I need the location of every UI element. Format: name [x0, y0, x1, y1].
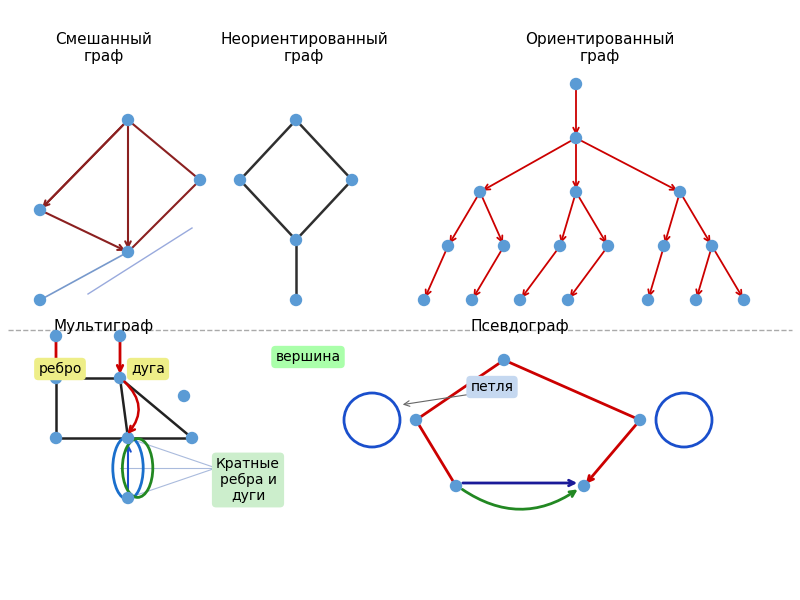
Text: Кратные
ребра и
дуги: Кратные ребра и дуги [216, 457, 280, 503]
Point [442, 241, 454, 251]
Point [122, 433, 134, 443]
Point [658, 241, 670, 251]
Point [602, 241, 614, 251]
Point [50, 331, 62, 341]
Point [346, 175, 358, 185]
Point [690, 295, 702, 305]
Point [706, 241, 718, 251]
Point [498, 355, 510, 365]
Point [122, 115, 134, 125]
Point [578, 481, 590, 491]
Point [290, 235, 302, 245]
Point [634, 415, 646, 425]
Text: вершина: вершина [275, 350, 341, 364]
Point [554, 241, 566, 251]
Point [234, 175, 246, 185]
Point [34, 295, 46, 305]
Point [186, 433, 198, 443]
Point [514, 295, 526, 305]
Point [50, 433, 62, 443]
Text: ребро: ребро [38, 362, 82, 376]
Point [34, 205, 46, 215]
Point [466, 295, 478, 305]
Point [290, 295, 302, 305]
Text: Мультиграф: Мультиграф [54, 319, 154, 335]
Text: Неориентированный
граф: Неориентированный граф [220, 32, 388, 64]
Point [114, 331, 126, 341]
Point [738, 295, 750, 305]
Point [178, 391, 190, 401]
Text: Псевдограф: Псевдограф [470, 319, 570, 335]
Point [570, 79, 582, 89]
Point [290, 115, 302, 125]
Point [674, 187, 686, 197]
Point [50, 373, 62, 383]
Point [570, 187, 582, 197]
Point [418, 295, 430, 305]
Point [642, 295, 654, 305]
Point [570, 133, 582, 143]
Text: дуга: дуга [131, 362, 165, 376]
Point [122, 493, 134, 503]
Point [474, 187, 486, 197]
Point [410, 415, 422, 425]
Point [562, 295, 574, 305]
Text: Ориентированный
граф: Ориентированный граф [526, 32, 674, 64]
Point [194, 175, 206, 185]
Text: петля: петля [470, 380, 514, 394]
Point [498, 241, 510, 251]
Point [450, 481, 462, 491]
Point [122, 247, 134, 257]
Point [114, 373, 126, 383]
Text: Смешанный
граф: Смешанный граф [55, 32, 153, 64]
